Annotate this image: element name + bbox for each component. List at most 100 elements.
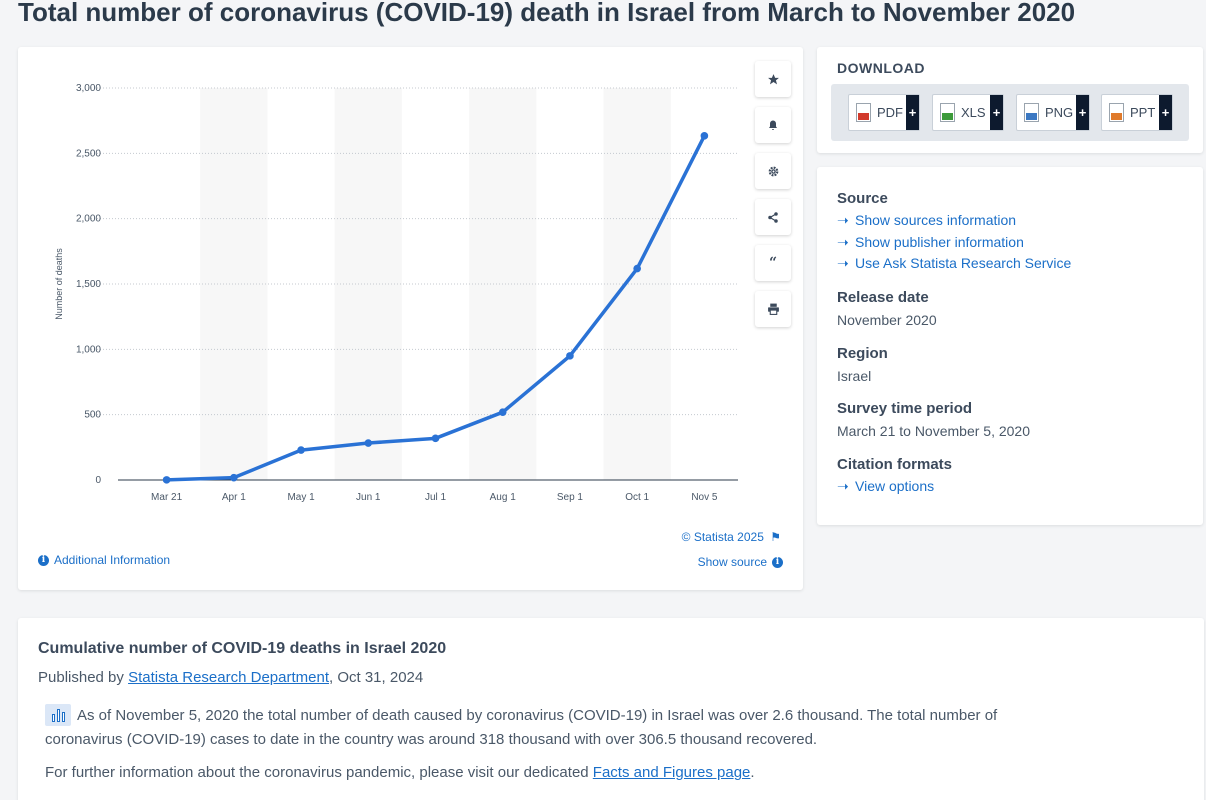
chart-band — [334, 88, 402, 480]
download-xls-button[interactable]: XLS + — [932, 94, 1004, 131]
bell-icon — [769, 120, 777, 130]
facts-figures-link[interactable]: Facts and Figures page — [592, 764, 751, 781]
region-heading: Region — [837, 345, 888, 362]
data-point — [364, 439, 373, 447]
survey-period-value: March 21 to November 5, 2020 — [837, 423, 1030, 439]
published-line: Published by Statista Research Departmen… — [38, 669, 423, 686]
x-tick-label: Nov 5 — [691, 492, 718, 503]
show-source-link[interactable]: Show source i — [698, 555, 783, 569]
published-prefix: Published by — [38, 669, 129, 686]
description-paragraph-1: As of November 5, 2020 the total number … — [45, 704, 1065, 752]
chart-svg: 0 500 1,000 1,500 2,000 2,500 3,000 Mar 21 Apr 1… — [54, 83, 738, 503]
notification-button[interactable] — [755, 107, 791, 143]
arrow-right-icon: ➝ — [837, 478, 849, 494]
x-tick-label: Aug 1 — [490, 492, 517, 503]
x-tick-label: Jul 1 — [425, 492, 447, 503]
credit-label: © Statista 2025 — [681, 530, 764, 544]
xls-label: XLS — [961, 105, 986, 120]
release-date-value: November 2020 — [837, 312, 937, 328]
x-tick-label: Apr 1 — [222, 492, 246, 503]
paragraph-2-text: For further information about the corona… — [45, 764, 593, 781]
arrow-right-icon: ➝ — [837, 212, 849, 228]
survey-period-heading: Survey time period — [837, 400, 973, 417]
ppt-label: PPT — [1130, 105, 1156, 120]
description-card: Cumulative number of COVID-19 deaths in … — [18, 618, 1204, 800]
png-plus[interactable]: + — [1076, 95, 1089, 130]
arrow-right-icon: ➝ — [837, 234, 849, 250]
show-publisher-link[interactable]: ➝ Show publisher information — [837, 234, 1024, 251]
show-publisher-label: Show publisher information — [855, 234, 1024, 250]
published-date: , Oct 31, 2024 — [329, 669, 424, 686]
release-date-heading: Release date — [837, 289, 929, 306]
download-title: DOWNLOAD — [837, 60, 925, 76]
chart-card: 0 500 1,000 1,500 2,000 2,500 3,000 Mar 21 Apr 1… — [18, 47, 803, 590]
y-axis-title: Number of deaths — [54, 248, 64, 320]
page-title: Total number of coronavirus (COVID-19) d… — [18, 0, 1076, 27]
chart-band — [200, 88, 268, 480]
data-point — [230, 473, 238, 482]
statistic-icon — [45, 704, 71, 726]
statista-credit[interactable]: © Statista 2025 ⚑ — [682, 530, 781, 544]
share-button[interactable] — [755, 199, 791, 235]
source-heading: Source — [837, 190, 888, 207]
pdf-plus[interactable]: + — [906, 95, 919, 130]
cite-button[interactable]: “ — [755, 245, 791, 281]
y-tick-label: 2,500 — [76, 148, 101, 159]
y-tick-label: 500 — [84, 410, 101, 421]
arrow-right-icon: ➝ — [837, 255, 849, 271]
paragraph-2-suffix: . — [750, 764, 755, 781]
share-icon — [768, 211, 778, 223]
show-sources-link[interactable]: ➝ Show sources information — [837, 212, 1016, 229]
y-tick-label: 1,000 — [76, 344, 101, 355]
quote-icon: “ — [768, 255, 778, 271]
publisher-link[interactable]: Statista Research Department — [128, 669, 329, 686]
print-button[interactable] — [755, 291, 791, 327]
citation-heading: Citation formats — [837, 456, 953, 473]
info-icon: i — [772, 556, 783, 568]
x-tick-label: Mar 21 — [151, 492, 183, 503]
pdf-icon — [856, 103, 871, 122]
download-png-button[interactable]: PNG + — [1016, 94, 1090, 131]
xls-plus[interactable]: + — [990, 95, 1003, 130]
data-point — [162, 476, 171, 484]
view-options-label: View options — [855, 478, 935, 494]
show-source-label: Show source — [697, 555, 767, 569]
data-point — [498, 408, 507, 416]
flag-icon: ⚑ — [770, 530, 781, 544]
x-tick-label: Jun 1 — [356, 492, 381, 503]
y-tick-label: 2,000 — [76, 214, 101, 225]
download-card: DOWNLOAD PDF + XLS + PNG + PPT + — [817, 47, 1203, 153]
download-pdf-button[interactable]: PDF + — [848, 94, 920, 131]
ppt-icon — [1109, 103, 1124, 122]
star-icon — [767, 73, 779, 84]
x-tick-label: Oct 1 — [625, 492, 649, 503]
additional-information-link[interactable]: i Additional Information — [38, 553, 170, 567]
x-tick-label: Sep 1 — [557, 492, 584, 503]
region-value: Israel — [837, 368, 872, 384]
additional-information-label: Additional Information — [54, 553, 171, 567]
png-icon — [1024, 103, 1039, 122]
view-options-link[interactable]: ➝ View options — [837, 478, 934, 495]
y-tick-label: 3,000 — [76, 83, 101, 94]
ask-statista-label: Use Ask Statista Research Service — [855, 255, 1072, 271]
paragraph-1-text: As of November 5, 2020 the total number … — [45, 707, 998, 748]
ppt-plus[interactable]: + — [1159, 95, 1172, 130]
gear-icon — [768, 166, 778, 176]
data-point — [633, 264, 641, 273]
star-button[interactable] — [755, 61, 791, 97]
x-tick-label: May 1 — [287, 492, 315, 503]
print-icon — [767, 303, 779, 315]
xls-icon — [940, 103, 955, 122]
data-point — [566, 352, 574, 360]
y-tick-label: 0 — [95, 475, 101, 486]
download-ppt-button[interactable]: PPT + — [1101, 94, 1173, 131]
meta-card: Source ➝ Show sources information ➝ Show p… — [817, 167, 1203, 525]
settings-button[interactable] — [755, 153, 791, 189]
data-point — [700, 132, 709, 140]
info-icon: i — [38, 554, 49, 566]
description-paragraph-2: For further information about the corona… — [45, 761, 1065, 785]
pdf-label: PDF — [877, 105, 903, 120]
show-sources-label: Show sources information — [855, 212, 1017, 228]
ask-statista-link[interactable]: ➝ Use Ask Statista Research Service — [837, 255, 1071, 272]
description-title: Cumulative number of COVID-19 deaths in … — [38, 640, 447, 657]
